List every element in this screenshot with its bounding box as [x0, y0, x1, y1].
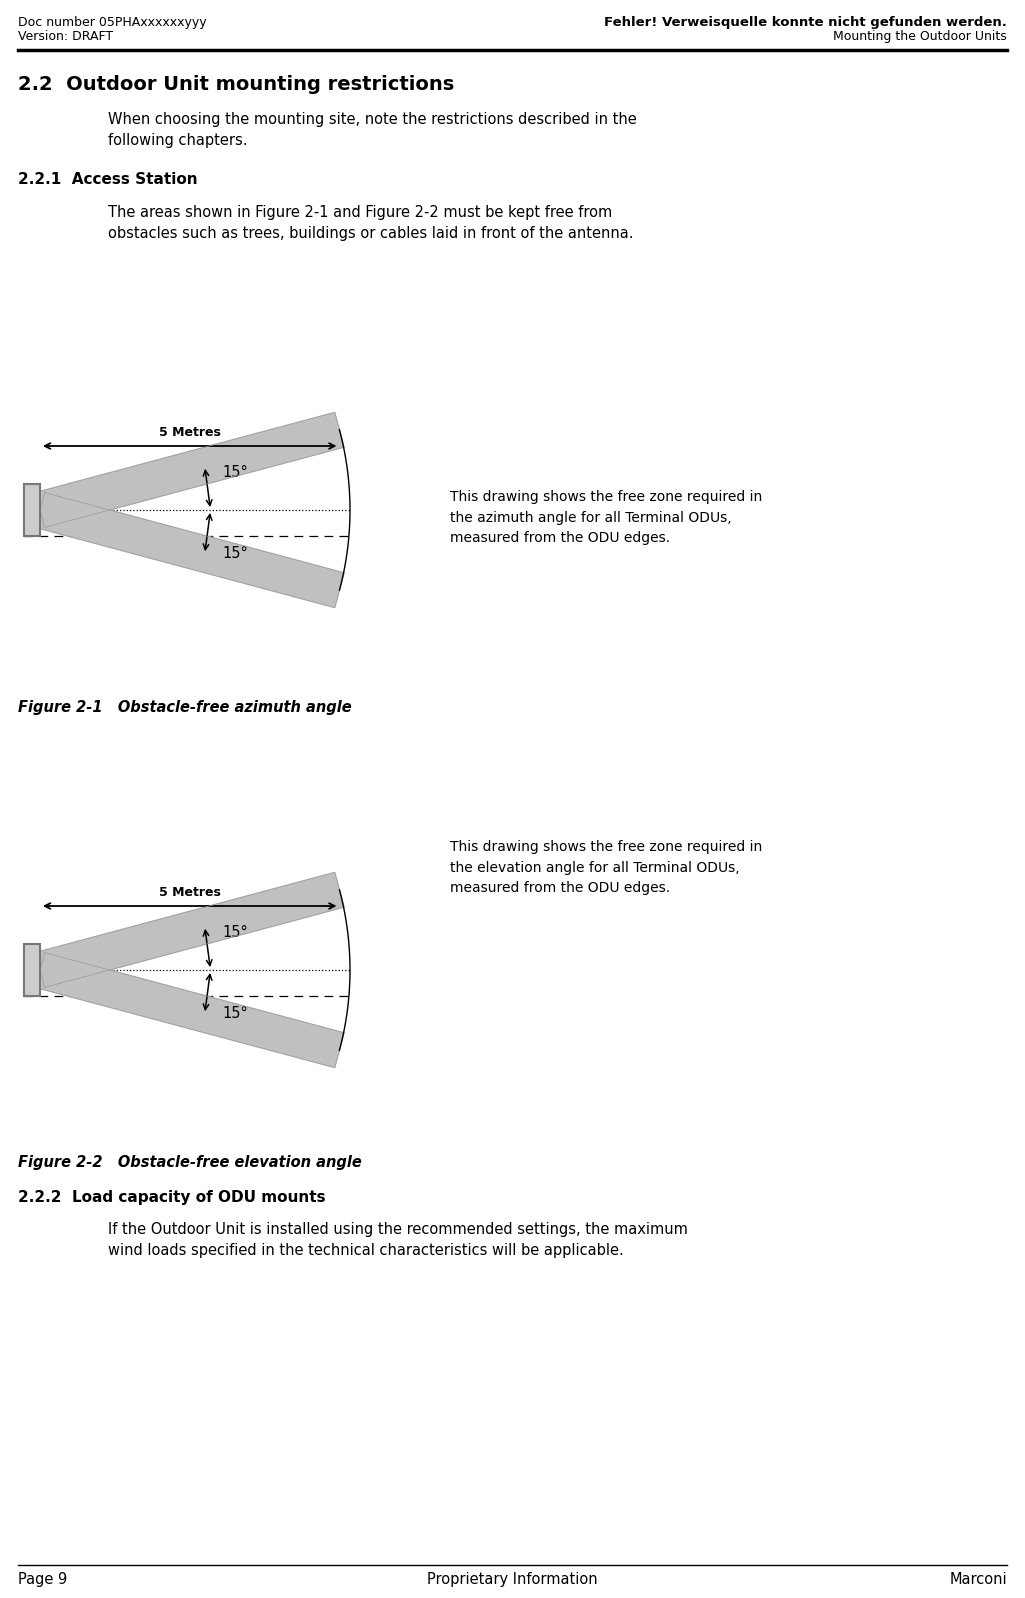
Polygon shape: [35, 952, 344, 1067]
Text: 2.2.2  Load capacity of ODU mounts: 2.2.2 Load capacity of ODU mounts: [18, 1191, 326, 1205]
Text: Page 9: Page 9: [18, 1572, 68, 1587]
Text: 15°: 15°: [222, 925, 248, 940]
Text: This drawing shows the free zone required in
the azimuth angle for all Terminal : This drawing shows the free zone require…: [450, 491, 763, 545]
Text: Fehler! Verweisquelle konnte nicht gefunden werden.: Fehler! Verweisquelle konnte nicht gefun…: [604, 16, 1007, 29]
Text: Mounting the Outdoor Units: Mounting the Outdoor Units: [833, 30, 1007, 43]
Polygon shape: [35, 492, 344, 607]
Text: Doc number 05PHAxxxxxxyyy: Doc number 05PHAxxxxxxyyy: [18, 16, 207, 29]
Text: 2.2  Outdoor Unit mounting restrictions: 2.2 Outdoor Unit mounting restrictions: [18, 75, 454, 94]
Text: 5 Metres: 5 Metres: [159, 427, 220, 439]
Text: 15°: 15°: [222, 547, 248, 561]
Text: The areas shown in Figure 2-1 and Figure 2-2 must be kept free from
obstacles su: The areas shown in Figure 2-1 and Figure…: [108, 205, 633, 241]
Text: When choosing the mounting site, note the restrictions described in the
followin: When choosing the mounting site, note th…: [108, 112, 637, 149]
Text: Marconi: Marconi: [949, 1572, 1007, 1587]
Text: 15°: 15°: [222, 465, 248, 479]
Text: 15°: 15°: [222, 1007, 248, 1021]
Text: If the Outdoor Unit is installed using the recommended settings, the maximum
win: If the Outdoor Unit is installed using t…: [108, 1222, 688, 1258]
Text: Version: DRAFT: Version: DRAFT: [18, 30, 113, 43]
Text: Figure 2-1   Obstacle-free azimuth angle: Figure 2-1 Obstacle-free azimuth angle: [18, 700, 352, 714]
Polygon shape: [35, 873, 344, 988]
Bar: [24, 484, 40, 535]
Polygon shape: [35, 412, 344, 527]
Bar: [24, 944, 40, 996]
Text: Figure 2-2   Obstacle-free elevation angle: Figure 2-2 Obstacle-free elevation angle: [18, 1155, 362, 1170]
Text: Proprietary Information: Proprietary Information: [426, 1572, 598, 1587]
Text: This drawing shows the free zone required in
the elevation angle for all Termina: This drawing shows the free zone require…: [450, 841, 763, 895]
Text: 2.2.1  Access Station: 2.2.1 Access Station: [18, 173, 198, 187]
Text: 5 Metres: 5 Metres: [159, 885, 220, 900]
